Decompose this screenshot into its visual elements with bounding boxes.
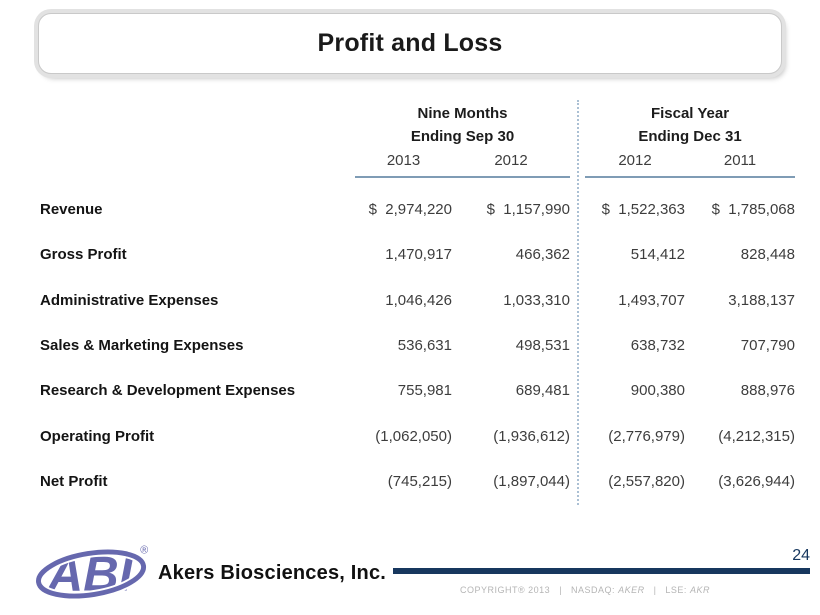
profit-loss-table: Nine Months Fiscal Year Ending Sep 30 En… [40, 100, 795, 505]
nasdaq-label: NASDAQ: [571, 585, 616, 595]
amount-cell: 466,362 [515, 246, 570, 264]
year-header-2011-fy: 2011 [723, 152, 757, 169]
year-header-2012-9m: 2012 [494, 152, 528, 169]
amount-cell: 828,448 [740, 246, 795, 264]
footer-rule [393, 568, 810, 574]
row-label: Gross Profit [40, 246, 127, 264]
amount-cell: 536,631 [397, 337, 452, 355]
year-header-2012-fy: 2012 [618, 152, 652, 169]
page-number: 24 [792, 547, 810, 564]
table-header: Nine Months Fiscal Year Ending Sep 30 En… [40, 100, 795, 178]
amount-cell: 707,790 [740, 337, 795, 355]
amount-cell: (2,557,820) [608, 472, 685, 490]
amount-cell: 1,470,917 [385, 246, 452, 264]
amount-cell: (4,212,315) [718, 427, 795, 445]
column-group-fiscal-year-sub: Ending Dec 31 [638, 128, 742, 145]
amount-cell: (3,626,944) [718, 472, 795, 490]
amount-cell: 900,380 [630, 382, 685, 400]
table-body: Revenue $ 2,974,220 $ 1,157,990 $ 1,522,… [40, 187, 795, 504]
amount-cell: (1,897,044) [493, 472, 570, 490]
column-group-fiscal-year: Fiscal Year [650, 105, 730, 122]
amount-cell: (2,776,979) [608, 427, 685, 445]
lse-ticker: AKR [689, 585, 710, 595]
amount-cell: $ 1,785,068 [711, 201, 795, 219]
separator: | [653, 585, 657, 595]
amount-cell: $ 1,522,363 [601, 201, 685, 219]
amount-cell: 514,412 [630, 246, 685, 264]
column-group-nine-months-sub: Ending Sep 30 [410, 128, 515, 145]
amount-cell: 3,188,137 [728, 291, 795, 309]
amount-cell: (1,062,050) [375, 427, 452, 445]
amount-cell: 1,033,310 [503, 291, 570, 309]
header-underline-right [585, 174, 795, 178]
nasdaq-ticker: AKER [618, 585, 645, 595]
amount-cell: 689,481 [515, 382, 570, 400]
copyright-line: COPYRIGHT® 2013 | NASDAQ: AKER | LSE: AKR [430, 585, 740, 595]
title-box: Profit and Loss [38, 13, 782, 74]
row-label: Revenue [40, 201, 103, 219]
row-label: Research & Development Expenses [40, 382, 296, 400]
amount-cell: 755,981 [397, 382, 452, 400]
svg-text:®: ® [140, 544, 148, 556]
amount-cell: 498,531 [515, 337, 570, 355]
amount-cell: $ 1,157,990 [486, 201, 570, 219]
amount-cell: (1,936,612) [493, 427, 570, 445]
amount-cell: $ 2,974,220 [368, 201, 452, 219]
amount-cell: (745,215) [387, 472, 452, 490]
amount-cell: 638,732 [630, 337, 685, 355]
year-header-2013-9m: 2013 [386, 152, 421, 169]
amount-cell: 1,493,707 [618, 291, 685, 309]
copyright-text: COPYRIGHT® 2013 [460, 585, 551, 595]
row-label: Administrative Expenses [40, 291, 219, 309]
abi-logo-icon: ABI ® [34, 541, 152, 607]
row-label: Net Profit [40, 472, 108, 490]
company-name: Akers Biosciences, Inc. [158, 562, 387, 584]
column-group-nine-months: Nine Months [417, 105, 508, 122]
amount-cell: 1,046,426 [385, 291, 452, 309]
column-group-divider [577, 100, 579, 505]
lse-label: LSE: [665, 585, 687, 595]
page-title: Profit and Loss [317, 29, 503, 57]
header-underline-left [355, 174, 570, 178]
separator: | [559, 585, 563, 595]
row-label: Operating Profit [40, 427, 155, 445]
row-label: Sales & Marketing Expenses [40, 337, 244, 355]
amount-cell: 888,976 [740, 382, 795, 400]
